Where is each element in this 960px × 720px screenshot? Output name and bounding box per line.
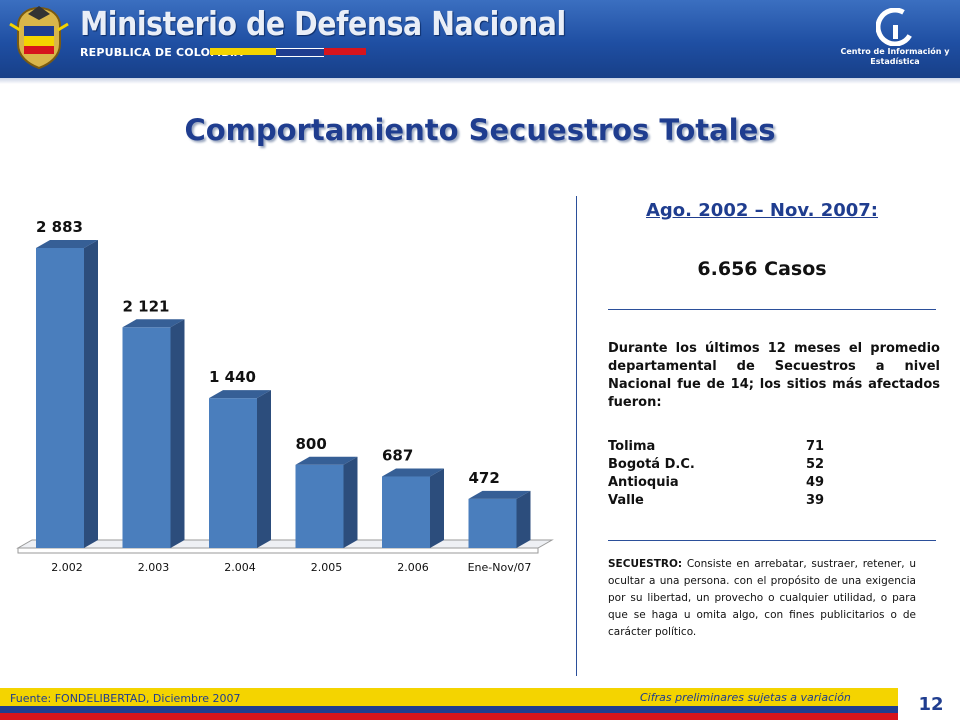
summary-text: Durante los últimos 12 meses el promedio… — [608, 341, 940, 410]
footer-flag-bar — [0, 688, 898, 720]
place-name: Valle — [608, 493, 644, 508]
bar-top — [122, 319, 185, 328]
x-tick-label: 2.006 — [397, 561, 429, 574]
x-tick-label: 2.004 — [224, 561, 256, 574]
bar-value-label: 1 440 — [209, 368, 256, 386]
place-value: 52 — [806, 457, 825, 472]
page-number: 12 — [918, 694, 944, 715]
flag-stripe-red — [324, 48, 366, 55]
vertical-divider — [576, 196, 577, 676]
bar-side — [84, 240, 98, 548]
bar-top — [382, 468, 444, 477]
place-name: Antioquia — [608, 475, 679, 490]
period-heading: Ago. 2002 – Nov. 2007: — [645, 200, 878, 221]
x-tick-label: 2.005 — [311, 561, 343, 574]
republic-subtitle: REPUBLICA DE COLOMBIA — [80, 46, 243, 59]
bar-top — [468, 490, 531, 499]
place-value: 39 — [806, 493, 825, 508]
preliminary-note: Cifras preliminares sujetas a variación — [640, 691, 851, 704]
place-value: 71 — [806, 439, 825, 454]
page-title: Comportamiento Secuestros Totales — [184, 113, 776, 147]
ci-logo-icon — [876, 8, 914, 46]
chart-floor-front — [17, 547, 539, 554]
footer-stripe-red — [0, 713, 898, 720]
definition-text: SECUESTRO: Consiste en arrebatar, sustra… — [608, 556, 916, 641]
header-banner: Ministerio de Defensa Nacional REPUBLICA… — [0, 0, 960, 78]
x-tick-label: Ene-Nov/07 — [468, 561, 532, 574]
header-shadow — [0, 78, 960, 84]
bar-2.004 — [209, 398, 257, 548]
places-list: Tolima 71 Bogotá D.C. 52 Antioquia 49 Va… — [608, 438, 908, 510]
ministry-title: Ministerio de Defensa Nacional — [80, 4, 566, 43]
bar-side — [343, 456, 358, 548]
source-note: Fuente: FONDELIBERTAD, Diciembre 2007 — [10, 692, 241, 705]
footer-stripe-blue — [0, 706, 898, 713]
bar-top — [36, 240, 98, 248]
x-tick-label: 2.002 — [51, 561, 83, 574]
bar-2.005 — [295, 464, 344, 548]
place-name: Bogotá D.C. — [608, 457, 695, 472]
divider-top — [608, 309, 936, 310]
bar-chart: 2 883 2.002 2 121 2.003 1 440 2.004 800 2.005 68… — [16, 218, 554, 574]
chart-labels: 2 883 2.002 2 121 2.003 1 440 2.004 800 2.005 68… — [36, 218, 531, 574]
list-item: Valle 39 — [608, 492, 908, 510]
definition-term: SECUESTRO: — [608, 558, 683, 570]
bar-top — [209, 390, 271, 399]
bar-side — [516, 490, 531, 548]
chart-bars — [36, 240, 531, 548]
bar-Ene-Nov/07 — [468, 498, 517, 548]
bar-side — [257, 390, 271, 548]
bar-2.006 — [382, 476, 430, 548]
crest-icon — [9, 6, 69, 70]
list-item: Antioquia 49 — [608, 474, 908, 492]
list-item: Bogotá D.C. 52 — [608, 456, 908, 474]
flag-stripe-yellow — [210, 48, 276, 55]
footer-stripe-yellow — [0, 688, 898, 706]
bar-value-label: 687 — [382, 447, 413, 465]
definition-body: Consiste en arrebatar, sustraer, retener… — [608, 558, 916, 638]
x-tick-label: 2.003 — [138, 561, 170, 574]
place-value: 49 — [806, 475, 825, 490]
bar-side — [170, 319, 185, 548]
bar-side — [430, 468, 444, 548]
divider-bottom — [608, 540, 936, 541]
bar-2.002 — [36, 248, 84, 548]
bar-value-label: 800 — [296, 435, 327, 453]
bar-value-label: 472 — [469, 469, 500, 487]
list-item: Tolima 71 — [608, 438, 908, 456]
bar-top — [295, 456, 358, 465]
flag-stripe-blue — [276, 48, 324, 57]
center-name: Centro de Información y Estadística — [840, 47, 950, 66]
bar-value-label: 2 883 — [36, 218, 83, 236]
bar-2.003 — [122, 327, 171, 548]
total-cases: 6.656 Casos — [697, 258, 827, 280]
place-name: Tolima — [608, 439, 656, 454]
bar-value-label: 2 121 — [123, 297, 170, 315]
